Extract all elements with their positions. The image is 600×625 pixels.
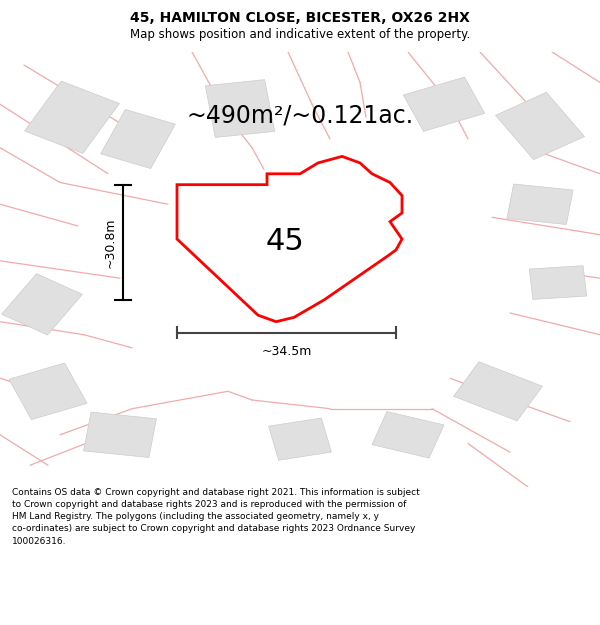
Text: ~34.5m: ~34.5m [262,345,311,358]
Text: Contains OS data © Crown copyright and database right 2021. This information is : Contains OS data © Crown copyright and d… [12,488,419,546]
Polygon shape [25,81,119,154]
Polygon shape [507,184,573,224]
Polygon shape [269,418,331,460]
Polygon shape [205,79,275,138]
Text: ~30.8m: ~30.8m [103,217,116,268]
Text: Map shows position and indicative extent of the property.: Map shows position and indicative extent… [130,28,470,41]
Polygon shape [224,191,304,243]
Polygon shape [83,412,157,458]
Polygon shape [101,109,175,169]
Polygon shape [403,77,485,131]
Polygon shape [177,156,402,322]
Polygon shape [496,92,584,159]
Polygon shape [529,266,587,299]
Polygon shape [269,240,331,282]
Text: ~490m²/~0.121ac.: ~490m²/~0.121ac. [187,103,413,127]
Polygon shape [454,362,542,421]
Polygon shape [9,363,87,419]
Polygon shape [2,274,82,335]
Polygon shape [372,411,444,458]
Text: 45: 45 [266,227,304,256]
Text: 45, HAMILTON CLOSE, BICESTER, OX26 2HX: 45, HAMILTON CLOSE, BICESTER, OX26 2HX [130,11,470,26]
